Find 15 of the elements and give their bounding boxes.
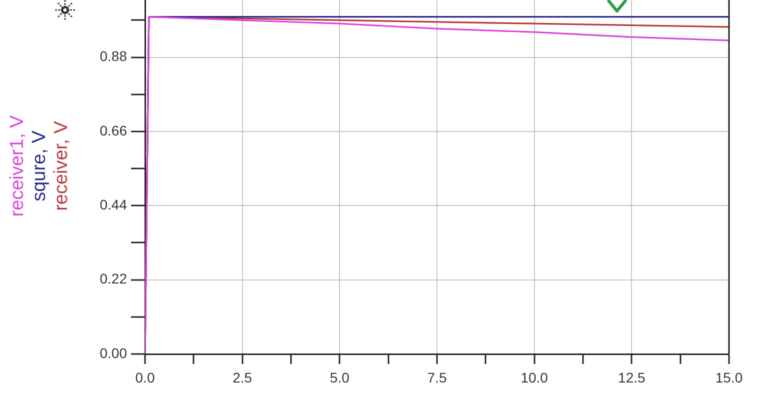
y-tick-label: 0.44 <box>100 196 128 213</box>
x-tick-label: 12.5 <box>618 369 646 386</box>
x-tick-label: 0.0 <box>135 369 155 386</box>
y-tick-label: 0.00 <box>100 344 128 361</box>
y-tick-label: 0.22 <box>100 270 128 287</box>
text: receiver1, V <box>7 115 29 217</box>
y-tick-label: 0.88 <box>100 48 128 64</box>
x-tick-label: 15.0 <box>715 369 743 386</box>
x-tick-label: 7.5 <box>427 369 447 386</box>
x-tick-label: 5.0 <box>330 369 350 386</box>
text: receiver, V <box>51 120 73 213</box>
y-tick-label: 0.66 <box>100 122 128 138</box>
x-tick-label: 2.5 <box>232 369 252 386</box>
x-tick-label: 10.0 <box>520 369 548 386</box>
text: squre, V <box>29 130 51 204</box>
